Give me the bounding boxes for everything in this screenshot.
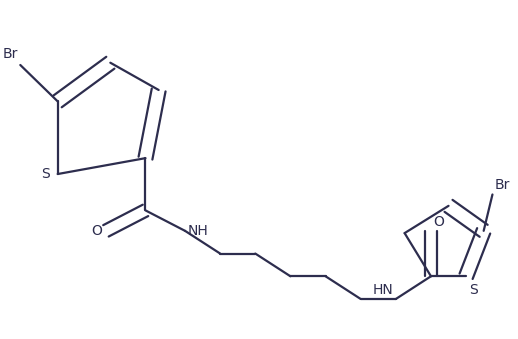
Text: Br: Br [3, 47, 18, 61]
Text: NH: NH [187, 224, 208, 238]
Text: S: S [41, 167, 50, 181]
Text: Br: Br [495, 178, 510, 192]
Text: O: O [92, 224, 103, 238]
Text: O: O [433, 215, 444, 228]
Text: HN: HN [373, 283, 394, 297]
Text: S: S [470, 283, 478, 297]
